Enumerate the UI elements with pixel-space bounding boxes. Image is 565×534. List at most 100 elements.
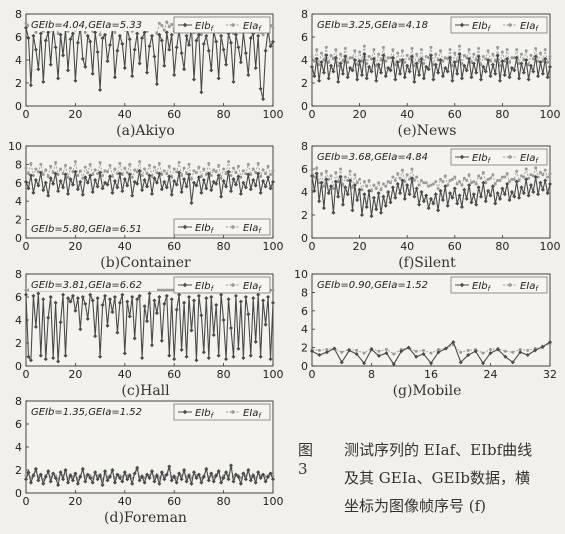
series-point-eibf [38,472,43,477]
series-point-eiaf [427,184,431,188]
series-point-eibf [140,188,145,193]
series-point-eibf [426,67,431,72]
series-point-eibf [83,64,88,69]
series-point-eibf [402,75,407,80]
series-point-eibf [417,72,422,77]
series-point-eibf [201,178,206,183]
series-point-eibf [98,170,103,175]
series-point-eibf [236,346,241,351]
series-point-eibf [120,41,125,46]
series-point-eiaf [474,182,478,186]
series-point-eiaf [389,56,393,60]
x-tick-label: 24 [484,368,498,381]
series-point-eibf [154,473,159,478]
series-point-eibf [317,352,322,357]
series-point-eibf [189,328,194,333]
legend-label-eiaf: EIaf [520,153,539,165]
series-point-eiaf [515,169,519,173]
series-point-eibf [95,184,100,189]
series-point-eiaf [367,55,371,59]
series-point-eibf [329,63,334,68]
series-point-eibf [164,185,169,190]
series-point-eiaf [526,348,530,352]
series-point-eiaf [98,161,102,165]
panel-caption: (c)Hall [121,383,170,399]
series-point-eiaf [538,51,542,55]
series-point-eiaf [496,45,500,49]
series-point-eibf [216,76,221,81]
series-point-eibf [73,308,78,313]
y-tick-label: 8 [301,140,308,153]
series-point-eiaf [481,170,485,174]
series-point-eibf [354,352,359,357]
series-point-eibf [140,474,145,479]
series-point-eibf [388,200,393,205]
series-point-eiaf [484,57,488,61]
series-point-eibf [359,72,364,77]
series-point-eiaf [408,177,412,181]
series-point-eiaf [187,162,191,166]
legend-box [173,276,271,294]
series-point-eiaf [496,179,500,182]
figure-caption-line-3: 坐标为图像帧序号 (f) [344,497,487,515]
series-point-eiaf [355,181,359,185]
series-point-eibf [179,347,184,352]
series-point-eiaf [381,182,385,186]
chart-annotation: GEIb=3.25,GEIa=4.18 [317,20,428,31]
legend-label-eiaf: EIaf [520,21,539,33]
series-point-eiaf [436,347,440,351]
series-point-eibf [471,61,476,66]
y-tick-label: 4 [15,441,22,454]
series-point-eibf [388,68,393,73]
series-point-eiaf [531,174,535,178]
x-tick-label: 60 [167,368,181,381]
series-point-eibf [209,471,214,476]
series-point-eibf [43,474,48,479]
series-point-eiaf [56,32,60,36]
series-point-eiaf [324,169,328,173]
series-point-eiaf [446,57,450,61]
x-tick-label: 60 [167,495,181,508]
series-point-eibf [31,190,36,195]
chart-annotation: GEIb=1.35,GEIa=1.52 [31,407,142,418]
series-point-eibf [169,192,174,197]
series-point-eibf [199,480,204,485]
series-point-eiaf [49,164,53,168]
legend-marker-eiaf [231,410,235,414]
series-point-eiaf [477,174,481,178]
y-tick-label: 4 [301,186,308,199]
series-point-eibf [149,469,154,474]
series-point-eiaf [209,173,213,177]
annotation-bg [29,277,157,291]
series-point-eibf [24,179,28,184]
series-point-eiaf [152,165,156,169]
legend-marker-eibf [459,154,465,160]
series-point-eibf [502,192,507,197]
series-point-eibf [483,69,488,74]
series-point-eiaf [317,63,321,67]
series-point-eibf [147,291,152,296]
series-point-eibf [473,349,478,354]
series-point-eiaf [511,350,515,354]
series-point-eibf [48,62,53,67]
series-point-eibf [46,315,51,320]
series-point-eibf [56,189,61,194]
series-point-eibf [149,343,154,348]
series-point-eibf [333,55,338,60]
series-point-eiaf [465,56,469,60]
series-point-eiaf [481,351,485,355]
series-point-eibf [258,476,263,481]
series-point-eibf [233,472,238,477]
series-point-eibf [226,477,231,482]
series-point-eibf [159,470,164,475]
series-point-eibf [117,300,122,305]
series-point-eibf [199,313,204,318]
y-tick-label: 0 [301,360,308,373]
legend-label-eiaf: EIaf [243,21,262,33]
series-point-eiaf [508,60,512,64]
series-point-eiaf [462,176,466,180]
series-point-eibf [391,362,396,367]
legend-box [173,403,271,421]
series-point-eiaf [386,180,390,184]
series-point-eibf [248,187,253,192]
